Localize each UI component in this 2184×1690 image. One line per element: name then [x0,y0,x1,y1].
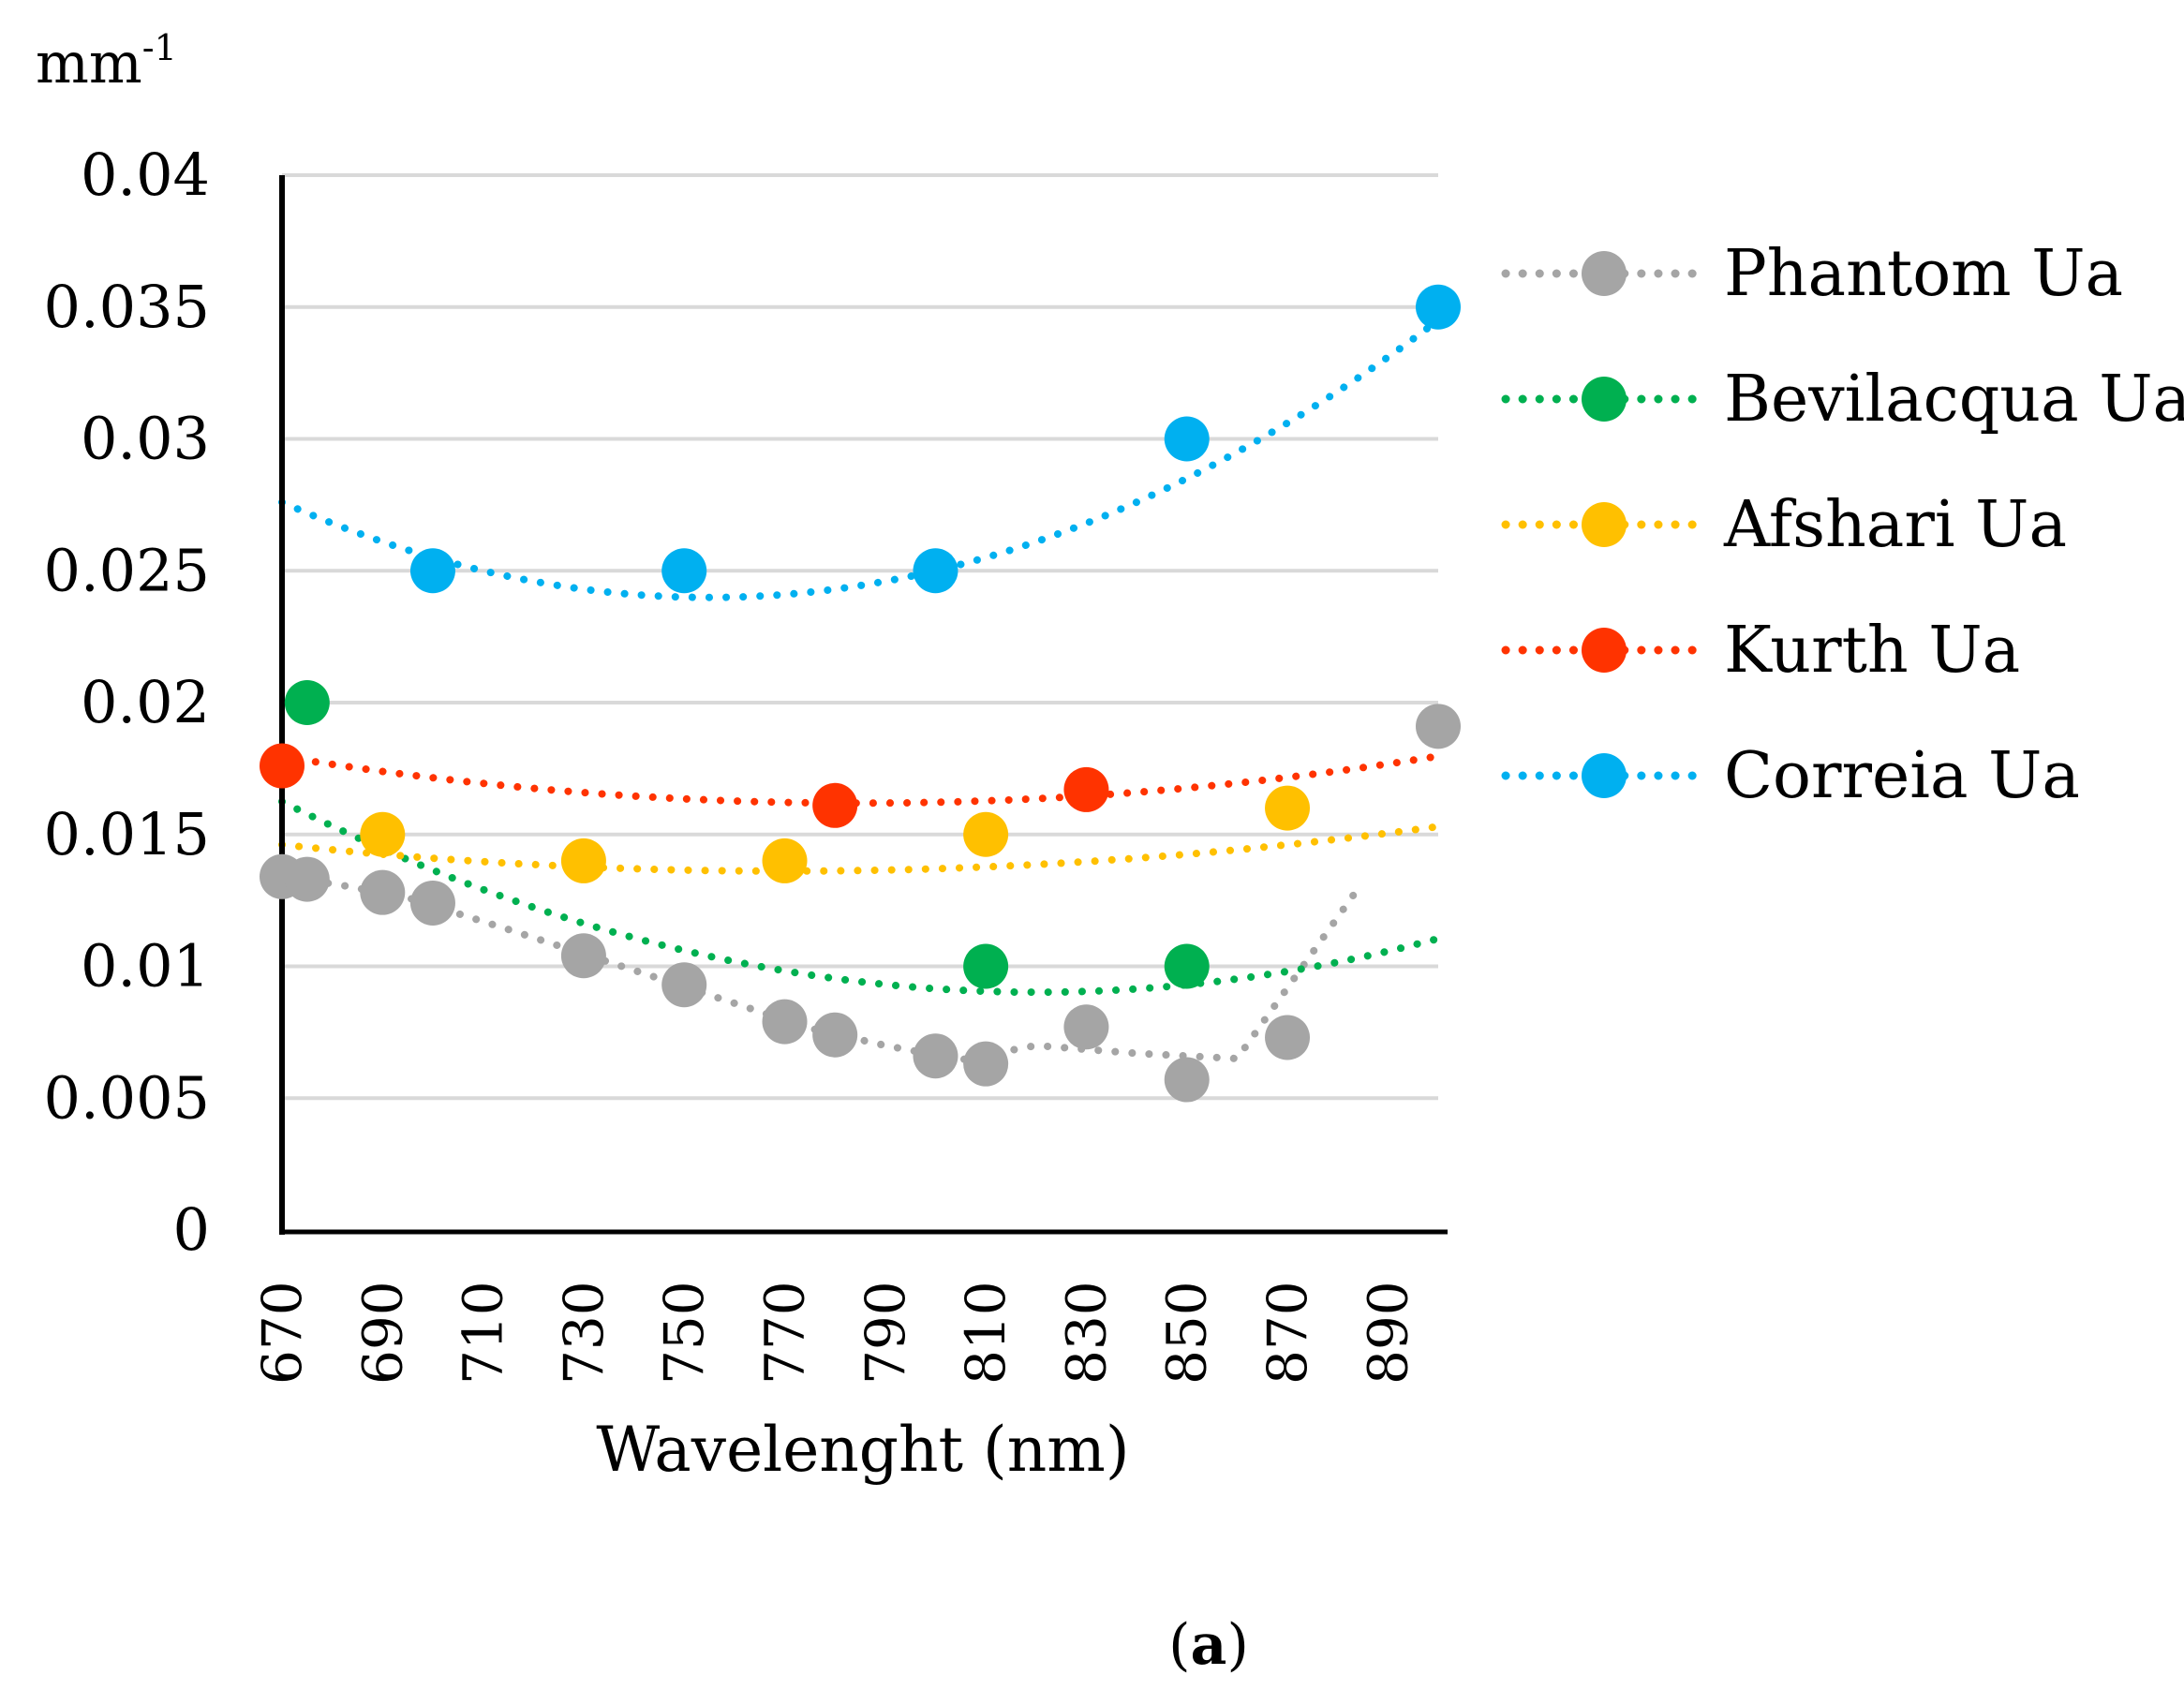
data-point [560,933,606,979]
data-point [963,811,1009,857]
axes [279,175,1448,1235]
y-unit-superscript: -1 [142,27,177,68]
data-point [762,838,808,883]
data-point [1063,1004,1109,1050]
data-point [1164,943,1210,989]
trendline [278,316,1442,601]
legend-swatch-marker [1582,628,1627,673]
panel-open-paren: ( [1168,1612,1190,1678]
data-point [661,962,707,1008]
data-point [560,838,606,883]
data-point [360,869,406,915]
data-point [409,880,455,926]
x-tick-label: 870 [1255,1281,1319,1385]
data-point [409,548,455,594]
data-point [1416,284,1461,330]
x-tick-label: 790 [854,1281,917,1385]
trendline [278,797,1442,997]
legend-label: Correia Ua [1724,739,2080,813]
y-tick-label: 0.04 [81,141,210,209]
legend-swatch-marker [1582,377,1627,422]
legend-swatch-marker [1582,753,1627,798]
y-tick-label: 0.015 [44,800,211,868]
data-point [360,811,406,857]
x-tick-label: 710 [452,1281,515,1385]
data-point [1063,766,1109,812]
panel-close-paren: ) [1226,1612,1248,1678]
y-tick-labels: 0 0.005 0.01 0.015 0.02 0.025 0.03 0.035 0.04 [44,141,211,1264]
data-point [913,548,958,594]
panel-letter: a [1191,1612,1227,1678]
legend-swatch-marker [1582,251,1627,296]
y-tick-label: 0.02 [81,668,210,736]
x-tick-label: 850 [1155,1281,1219,1385]
data-point [661,548,707,594]
data-point [1265,1015,1311,1060]
data-point [284,856,330,902]
trendline [278,823,1442,875]
y-tick-label: 0.03 [81,405,210,473]
data-point [1164,416,1210,462]
legend-label: Phantom Ua [1724,237,2123,311]
data-point [762,999,808,1045]
data-point [1416,704,1461,749]
data-point [963,943,1009,989]
x-tick-label: 770 [753,1281,817,1385]
data-point [260,743,305,789]
data-point [812,782,858,828]
legend-swatch-marker [1582,502,1627,547]
panel-label: (a) [1168,1612,1249,1678]
x-tick-labels: 670 690 710 730 750 770 790 810 830 850 870 890 [250,1281,1419,1385]
legend-label: Afshari Ua [1723,488,2067,562]
legend-label: Bevilacqua Ua [1724,363,2184,437]
legend: Phantom Ua Bevilacqua Ua Afshari Ua Kurth U… [1501,237,2184,813]
legend-label: Kurth Ua [1724,614,2020,688]
trendlines [278,316,1442,1064]
y-tick-label: 0 [173,1195,210,1264]
y-tick-label: 0.035 [44,273,211,341]
x-tick-label: 830 [1054,1281,1118,1385]
y-tick-label: 0.005 [44,1063,211,1132]
x-tick-label: 890 [1356,1281,1419,1385]
y-unit-label: mm-1 [36,27,177,96]
data-markers [260,284,1461,1103]
data-point [812,1012,858,1058]
x-tick-label: 670 [250,1281,314,1385]
y-unit-main: mm [36,31,142,96]
data-point [963,1041,1009,1087]
data-point [284,680,330,725]
trendline [278,752,1442,808]
gridlines [282,173,1438,1101]
data-point [913,1033,958,1079]
data-point [1164,1057,1210,1103]
x-tick-label: 690 [350,1281,414,1385]
x-tick-label: 810 [954,1281,1018,1385]
x-axis-title: Wavelenght (nm) [596,1414,1129,1486]
data-point [1265,785,1311,831]
y-tick-label: 0.025 [44,536,211,604]
x-tick-label: 750 [652,1281,716,1385]
y-tick-label: 0.01 [81,932,210,1001]
x-tick-label: 730 [552,1281,616,1385]
